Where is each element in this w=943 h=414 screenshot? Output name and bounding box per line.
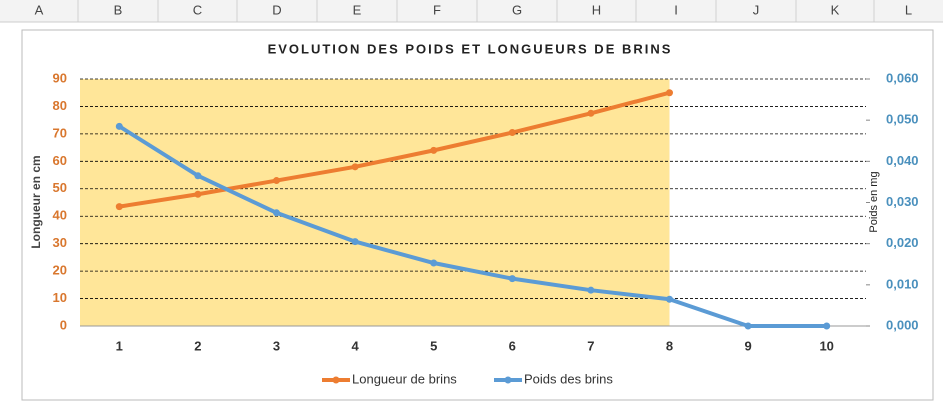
point: [430, 259, 438, 267]
column-header: E: [353, 2, 362, 17]
y-tick-label: 30: [53, 235, 67, 250]
y-axis-label: Longueur en cm: [29, 155, 43, 248]
x-tick-label: 10: [819, 338, 833, 353]
x-tick-label: 4: [351, 338, 359, 353]
point: [823, 322, 831, 330]
y-tick-label: 90: [53, 70, 67, 85]
x-tick-label: 5: [430, 338, 437, 353]
point: [351, 238, 359, 246]
y-tick-label: 50: [53, 180, 67, 195]
point: [508, 275, 516, 283]
column-header: F: [433, 2, 441, 17]
x-tick-label: 3: [273, 338, 280, 353]
point: [430, 146, 438, 154]
y2-tick-label: 0,060: [886, 70, 919, 85]
column-header: A: [35, 2, 44, 17]
point: [194, 190, 202, 198]
column-header: K: [831, 2, 840, 17]
column-header: L: [905, 2, 912, 17]
legend-marker: [504, 376, 512, 384]
point: [115, 203, 123, 211]
x-tick-label: 8: [666, 338, 673, 353]
column-header-bar: [0, 0, 943, 22]
point: [666, 295, 673, 303]
y2-tick-label: 0,030: [886, 194, 919, 209]
series-line: [118, 124, 827, 328]
point: [273, 177, 280, 185]
column-header: B: [114, 2, 123, 17]
point: [587, 109, 595, 117]
y-tick-label: 0: [60, 317, 67, 332]
column-header: G: [512, 2, 522, 17]
y-tick-label: 10: [53, 290, 67, 305]
y2-tick-label: 0,010: [886, 276, 919, 291]
column-header: J: [753, 2, 760, 17]
legend-label: Poids des brins: [524, 371, 613, 386]
column-header: I: [674, 2, 678, 17]
y2-axis-label: Poids en mg: [868, 171, 880, 232]
column-header: D: [272, 2, 281, 17]
y2-tick-label: 0,040: [886, 153, 919, 168]
x-tick-label: 1: [116, 338, 123, 353]
y-tick-label: 60: [53, 153, 67, 168]
point: [351, 163, 359, 171]
column-header: H: [592, 2, 601, 17]
y2-tick-label: 0,000: [886, 317, 919, 332]
x-tick-label: 7: [587, 338, 594, 353]
x-tick-label: 2: [194, 338, 201, 353]
y-tick-label: 80: [53, 98, 67, 113]
x-tick-label: 9: [744, 338, 751, 353]
point: [508, 129, 516, 137]
point: [194, 172, 202, 180]
legend-marker: [332, 376, 340, 384]
point: [273, 209, 280, 217]
point: [115, 122, 123, 130]
y-tick-label: 70: [53, 125, 67, 140]
point: [587, 286, 595, 294]
legend-label: Longueur de brins: [352, 371, 457, 386]
point: [666, 89, 673, 97]
chart-title: EVOLUTION DES POIDS ET LONGUEURS DE BRIN…: [268, 41, 673, 56]
point: [744, 322, 752, 330]
x-tick-label: 6: [509, 338, 516, 353]
y2-tick-label: 0,020: [886, 235, 919, 250]
series-line: [118, 90, 671, 209]
y-tick-label: 20: [53, 263, 67, 278]
y2-tick-label: 0,050: [886, 112, 919, 127]
column-header: C: [193, 2, 202, 17]
y-tick-label: 40: [53, 208, 67, 223]
